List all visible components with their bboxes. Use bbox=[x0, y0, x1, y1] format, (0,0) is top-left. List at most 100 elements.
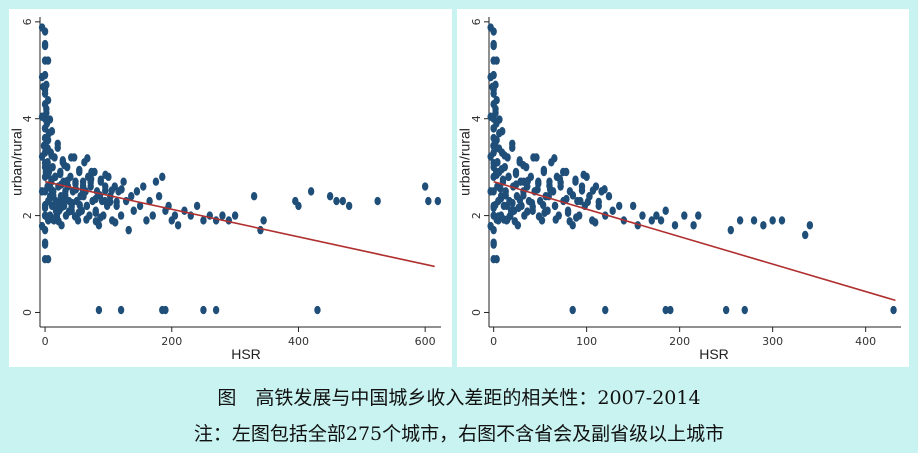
scatter-point bbox=[140, 182, 147, 191]
scatter-point bbox=[149, 211, 156, 220]
scatter-point bbox=[736, 216, 744, 225]
scatter-point bbox=[231, 211, 239, 220]
scatter-point bbox=[493, 56, 500, 65]
scatter-point bbox=[68, 153, 75, 162]
x-tick-label: 300 bbox=[762, 335, 783, 348]
scatter-point bbox=[490, 141, 497, 150]
scatter-point bbox=[499, 127, 506, 136]
scatter-point bbox=[130, 206, 137, 215]
scatter-point bbox=[193, 201, 201, 211]
scatter-point bbox=[44, 95, 52, 105]
scatter-point bbox=[507, 206, 515, 215]
scatter-point bbox=[159, 172, 166, 182]
scatter-point bbox=[75, 208, 83, 217]
scatter-point bbox=[102, 186, 109, 195]
scatter-point bbox=[41, 124, 49, 133]
right-scatter-chart: 0 2 4 6 0 100 200 300 400 HSR urban/rural bbox=[457, 17, 901, 362]
y-tick-label: 6 bbox=[21, 18, 34, 25]
scatter-point bbox=[509, 139, 516, 148]
scatter-point bbox=[563, 194, 570, 204]
scatter-point bbox=[97, 175, 105, 184]
scatter-point bbox=[38, 221, 46, 231]
scatter-point bbox=[578, 186, 586, 195]
scatter-point bbox=[802, 230, 809, 240]
scatter-point bbox=[741, 305, 748, 315]
scatter-point bbox=[52, 206, 60, 215]
scatter-point bbox=[339, 196, 347, 206]
scatter-point bbox=[760, 221, 767, 230]
scatter-point bbox=[120, 177, 127, 186]
x-tick-label: 100 bbox=[576, 335, 597, 348]
scatter-point bbox=[509, 198, 516, 208]
scatter-point bbox=[260, 216, 267, 225]
scatter-point bbox=[566, 217, 573, 226]
scatter-point bbox=[580, 170, 587, 180]
scatter-point bbox=[101, 196, 109, 206]
scatter-point bbox=[97, 213, 104, 222]
scatter-point bbox=[162, 305, 169, 315]
scatter-point bbox=[47, 184, 54, 193]
scatter-point bbox=[501, 151, 508, 160]
x-axis-title: HSR bbox=[699, 346, 729, 362]
scatter-point bbox=[108, 186, 115, 195]
scatter-point bbox=[44, 135, 52, 145]
scatter-point bbox=[83, 201, 91, 211]
scatter-point bbox=[602, 305, 609, 315]
scatter-point bbox=[667, 305, 674, 315]
scatter-point bbox=[44, 144, 51, 153]
scatter-point bbox=[38, 23, 46, 32]
scatter-point bbox=[495, 212, 502, 221]
y-axis-title: urban/rural bbox=[9, 128, 25, 196]
scatter-point bbox=[57, 203, 65, 213]
scatter-point bbox=[586, 192, 593, 201]
scatter-point bbox=[601, 185, 608, 194]
scatter-point bbox=[41, 39, 49, 49]
scatter-point bbox=[50, 191, 57, 200]
scatter-point bbox=[727, 225, 735, 235]
scatter-point bbox=[212, 305, 220, 315]
scatter-point bbox=[487, 23, 494, 32]
scatter-point bbox=[307, 187, 315, 196]
scatter-point bbox=[490, 89, 497, 98]
scatter-point bbox=[487, 221, 494, 231]
scatter-point bbox=[492, 108, 499, 118]
scatter-point bbox=[572, 175, 579, 184]
scatter-point bbox=[48, 151, 55, 160]
scatter-point bbox=[133, 187, 141, 196]
scatter-point bbox=[498, 164, 506, 174]
scatter-point bbox=[495, 144, 503, 153]
y-tick-label: 6 bbox=[470, 18, 483, 25]
scatter-point bbox=[589, 186, 597, 195]
scatter-point bbox=[559, 167, 567, 177]
scatter-point bbox=[487, 187, 494, 196]
scatter-point bbox=[200, 305, 207, 315]
scatter-point bbox=[515, 203, 522, 213]
scatter-point bbox=[695, 211, 702, 220]
x-tick-label: 600 bbox=[415, 335, 436, 348]
x-tick-label: 0 bbox=[490, 335, 497, 348]
scatter-point bbox=[314, 305, 321, 315]
scatter-point bbox=[42, 200, 49, 210]
scatter-point bbox=[333, 196, 340, 206]
scatter-point bbox=[499, 175, 507, 184]
scatter-point bbox=[552, 215, 559, 224]
scatter-point bbox=[76, 165, 83, 175]
scatter-point bbox=[557, 178, 564, 187]
scatter-point bbox=[505, 172, 512, 182]
scatter-point bbox=[212, 216, 220, 225]
scatter-point bbox=[152, 177, 160, 186]
scatter-point bbox=[490, 124, 497, 133]
scatter-point bbox=[890, 305, 897, 315]
scatter-point bbox=[750, 216, 758, 225]
scatter-point bbox=[326, 192, 334, 201]
scatter-point bbox=[50, 215, 57, 224]
scatter-point bbox=[493, 167, 500, 177]
scatter-point bbox=[493, 254, 500, 264]
scatter-point bbox=[497, 184, 504, 193]
scatter-point bbox=[117, 305, 125, 315]
scatter-point bbox=[41, 89, 49, 98]
scatter-point bbox=[511, 217, 519, 226]
scatter-point bbox=[155, 192, 163, 201]
scatter-point bbox=[722, 305, 730, 315]
scatter-point bbox=[41, 238, 49, 247]
